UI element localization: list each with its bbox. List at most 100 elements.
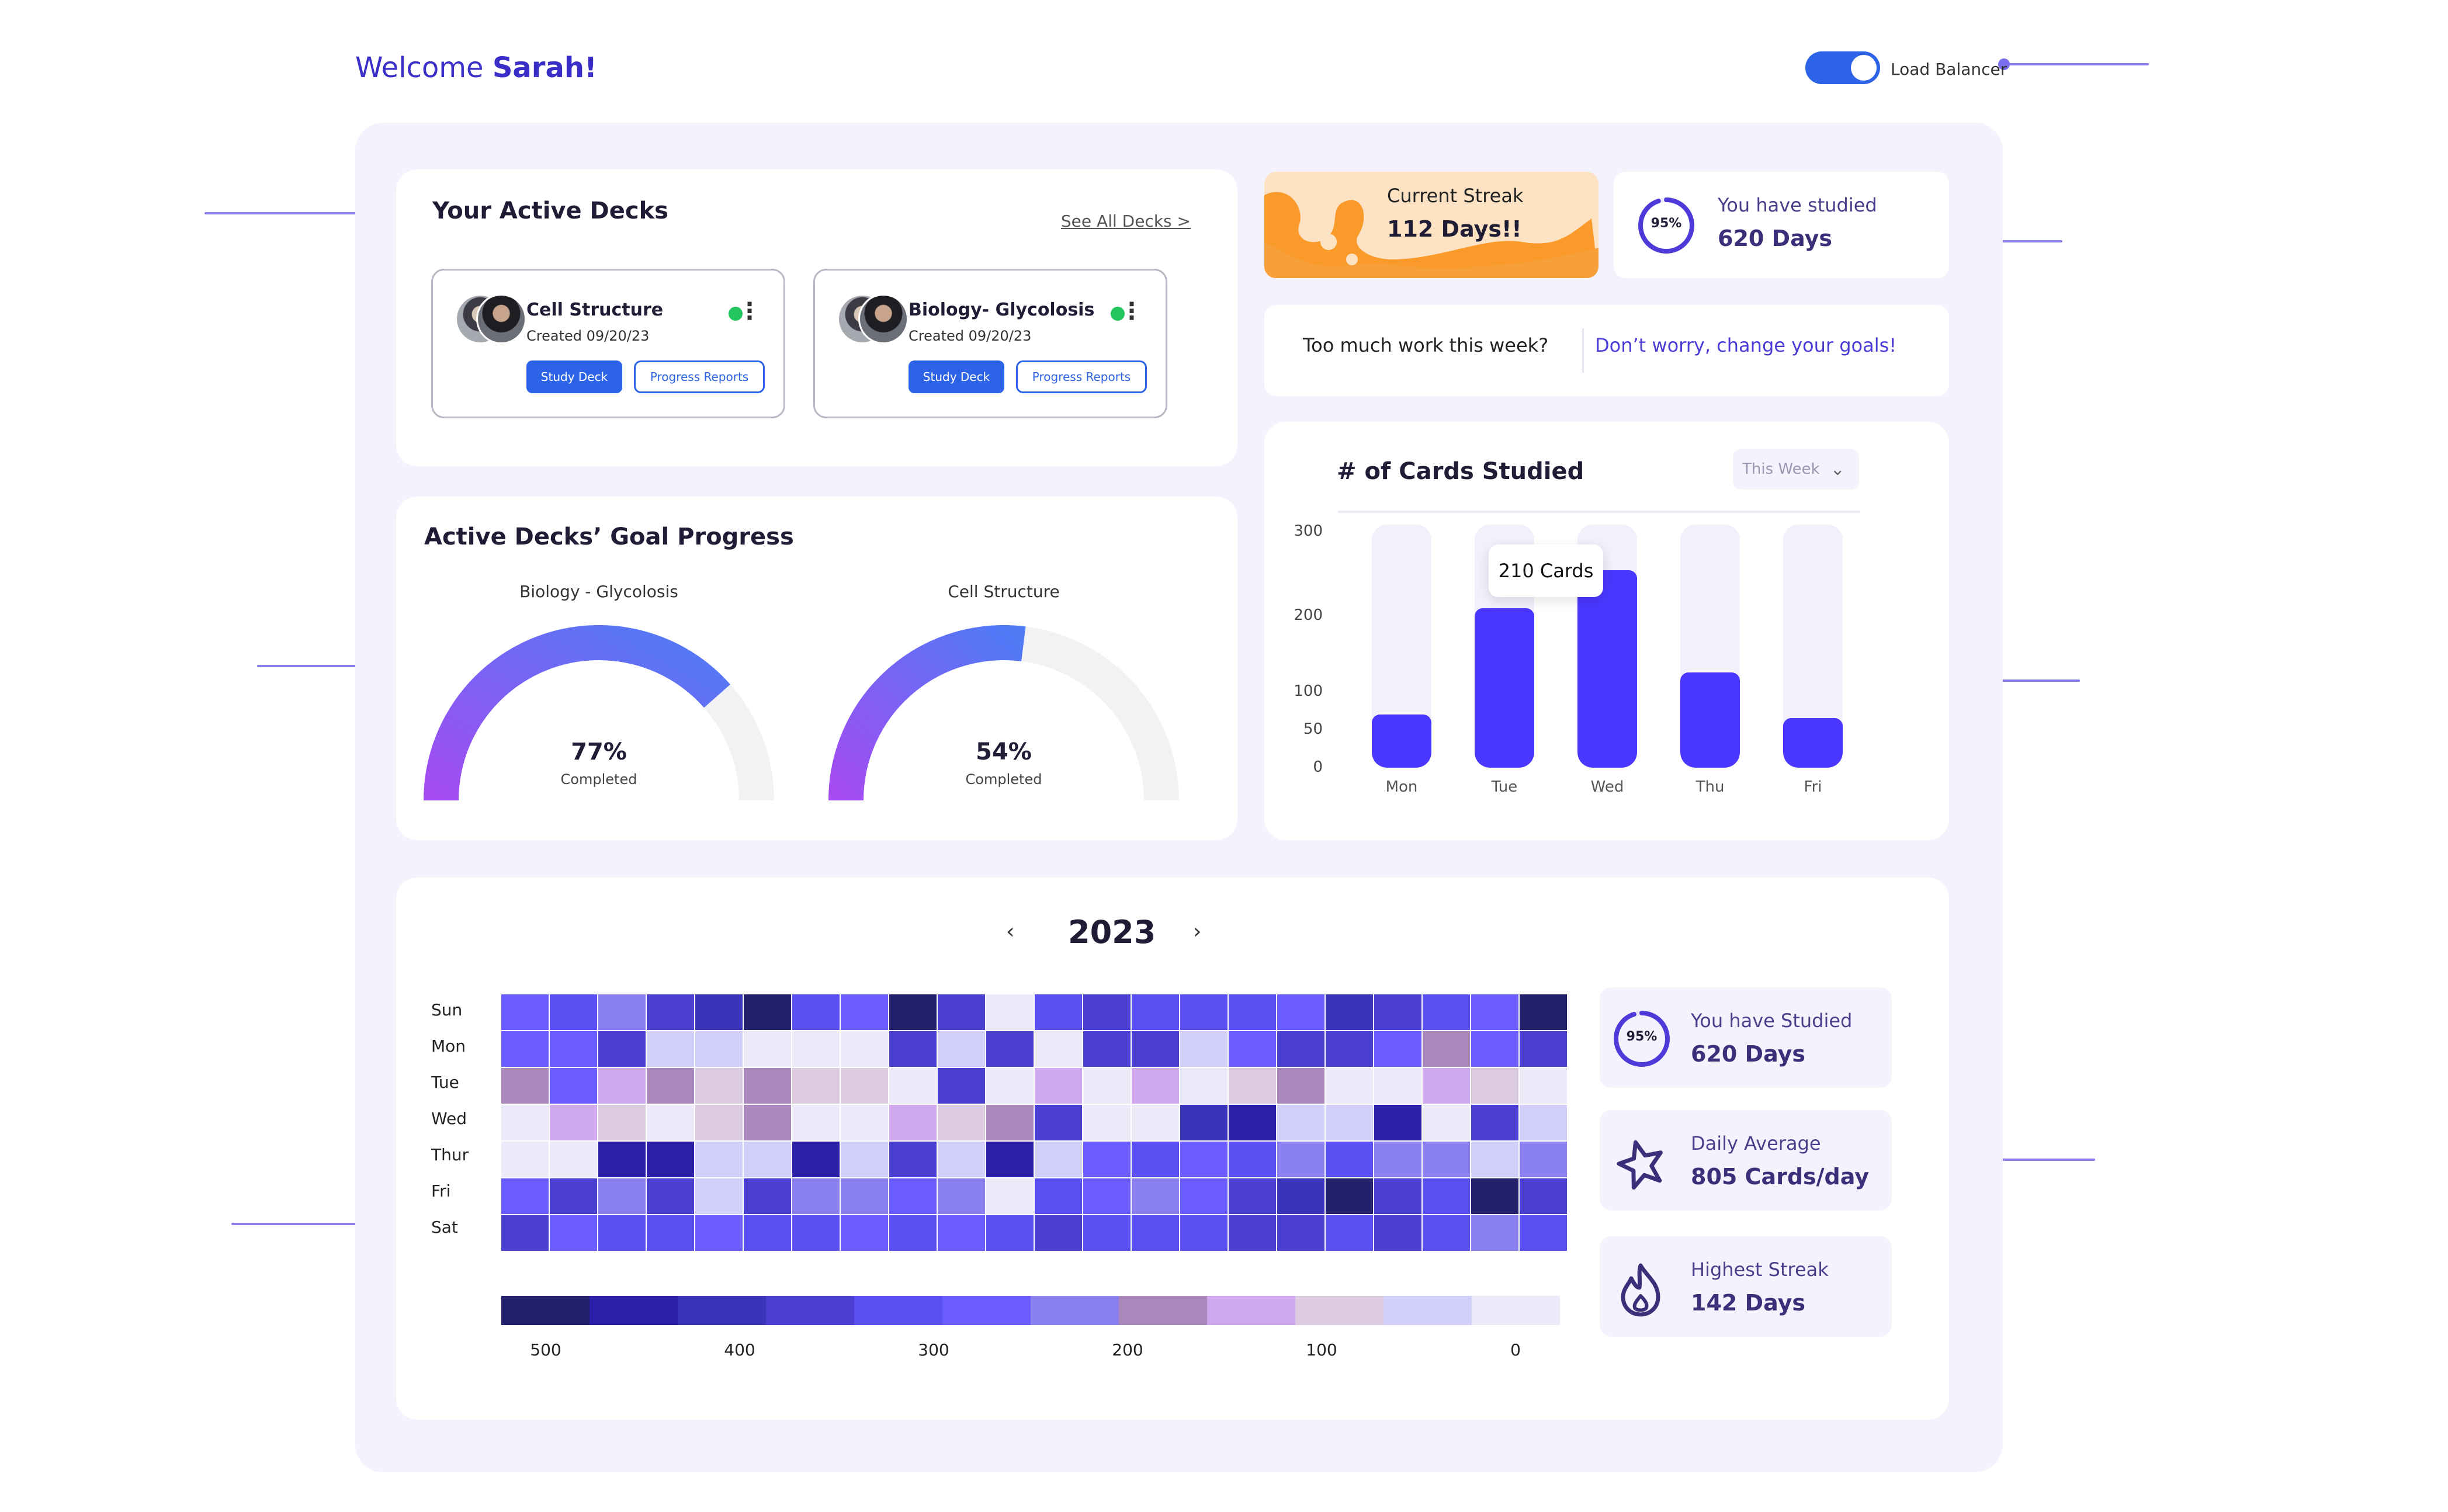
next-year-button[interactable]: › (1193, 920, 1202, 944)
heatmap-cell[interactable] (1083, 1031, 1131, 1067)
heatmap-cell[interactable] (1277, 1068, 1324, 1104)
heatmap-cell[interactable] (1423, 1068, 1470, 1104)
heatmap-cell[interactable] (744, 1142, 791, 1177)
heatmap-cell[interactable] (1180, 1215, 1228, 1251)
heatmap-cell[interactable] (1374, 1178, 1421, 1214)
heatmap-cell[interactable] (792, 1215, 840, 1251)
heatmap-cell[interactable] (501, 1142, 549, 1177)
heatmap-cell[interactable] (647, 1142, 694, 1177)
heatmap-cell[interactable] (1326, 1068, 1373, 1104)
heatmap-cell[interactable] (550, 994, 597, 1030)
heatmap-cell[interactable] (501, 1105, 549, 1140)
heatmap-cell[interactable] (695, 994, 743, 1030)
heatmap-cell[interactable] (841, 1215, 888, 1251)
heatmap-cell[interactable] (841, 1178, 888, 1214)
change-goals-link[interactable]: Don’t worry, change your goals! (1595, 334, 1897, 356)
heatmap-cell[interactable] (598, 1215, 646, 1251)
heatmap-cell[interactable] (889, 1068, 937, 1104)
heatmap-cell[interactable] (1423, 1215, 1470, 1251)
heatmap-cell[interactable] (1229, 1031, 1276, 1067)
deck-card-cell-structure[interactable]: Cell Structure Created 09/20/23 ⋮ Study … (431, 269, 785, 418)
heatmap-cell[interactable] (598, 1178, 646, 1214)
heatmap-cell[interactable] (792, 1178, 840, 1214)
heatmap-cell[interactable] (1374, 994, 1421, 1030)
heatmap-cell[interactable] (1471, 1142, 1518, 1177)
heatmap-cell[interactable] (1083, 994, 1131, 1030)
heatmap-cell[interactable] (550, 1178, 597, 1214)
heatmap-cell[interactable] (1326, 1178, 1373, 1214)
heatmap-cell[interactable] (1423, 1031, 1470, 1067)
heatmap-cell[interactable] (550, 1142, 597, 1177)
see-all-decks-link[interactable]: See All Decks > (1060, 211, 1191, 231)
heatmap-cell[interactable] (841, 994, 888, 1030)
heatmap-cell[interactable] (1180, 1142, 1228, 1177)
more-options-icon[interactable]: ⋮ (1120, 298, 1143, 325)
heatmap-cell[interactable] (1277, 994, 1324, 1030)
heatmap-cell[interactable] (841, 1068, 888, 1104)
heatmap-cell[interactable] (550, 1105, 597, 1140)
heatmap-cell[interactable] (647, 1215, 694, 1251)
heatmap-cell[interactable] (986, 1142, 1034, 1177)
heatmap-cell[interactable] (1471, 1178, 1518, 1214)
heatmap-cell[interactable] (1229, 1068, 1276, 1104)
heatmap-cell[interactable] (598, 1105, 646, 1140)
heatmap-cell[interactable] (938, 1068, 985, 1104)
heatmap-cell[interactable] (1229, 1215, 1276, 1251)
heatmap-cell[interactable] (1132, 1142, 1179, 1177)
heatmap-cell[interactable] (1132, 1105, 1179, 1140)
heatmap-cell[interactable] (501, 994, 549, 1030)
heatmap-cell[interactable] (1277, 1178, 1324, 1214)
heatmap-cell[interactable] (550, 1031, 597, 1067)
heatmap-cell[interactable] (1035, 1105, 1082, 1140)
heatmap-cell[interactable] (1180, 1105, 1228, 1140)
heatmap-cell[interactable] (792, 1031, 840, 1067)
heatmap-cell[interactable] (1229, 994, 1276, 1030)
heatmap-cell[interactable] (647, 1178, 694, 1214)
heatmap-cell[interactable] (598, 1068, 646, 1104)
heatmap-cell[interactable] (1520, 994, 1567, 1030)
heatmap-cell[interactable] (744, 994, 791, 1030)
heatmap-cell[interactable] (1520, 1142, 1567, 1177)
heatmap-cell[interactable] (1083, 1178, 1131, 1214)
week-dropdown[interactable]: This Week ⌄ (1733, 449, 1859, 490)
heatmap-cell[interactable] (550, 1068, 597, 1104)
heatmap-cell[interactable] (986, 1031, 1034, 1067)
heatmap-cell[interactable] (1229, 1142, 1276, 1177)
heatmap-cell[interactable] (1132, 1178, 1179, 1214)
heatmap-cell[interactable] (1229, 1105, 1276, 1140)
heatmap-cell[interactable] (1083, 1068, 1131, 1104)
heatmap-cell[interactable] (550, 1215, 597, 1251)
heatmap-cell[interactable] (695, 1031, 743, 1067)
heatmap-cell[interactable] (986, 1068, 1034, 1104)
heatmap-cell[interactable] (1326, 1215, 1373, 1251)
heatmap-cell[interactable] (1277, 1215, 1324, 1251)
heatmap-cell[interactable] (1326, 1142, 1373, 1177)
heatmap-cell[interactable] (841, 1031, 888, 1067)
heatmap-cell[interactable] (1035, 1031, 1082, 1067)
heatmap-cell[interactable] (1180, 1068, 1228, 1104)
study-deck-button[interactable]: Study Deck (909, 360, 1004, 393)
study-deck-button[interactable]: Study Deck (526, 360, 622, 393)
bar-mon[interactable] (1372, 715, 1431, 768)
heatmap-cell[interactable] (1423, 994, 1470, 1030)
heatmap-cell[interactable] (1132, 1068, 1179, 1104)
heatmap-cell[interactable] (1374, 1068, 1421, 1104)
heatmap-cell[interactable] (1520, 1068, 1567, 1104)
heatmap-cell[interactable] (1471, 994, 1518, 1030)
heatmap-cell[interactable] (1277, 1142, 1324, 1177)
heatmap-cell[interactable] (1277, 1105, 1324, 1140)
heatmap-cell[interactable] (744, 1105, 791, 1140)
heatmap-cell[interactable] (647, 994, 694, 1030)
heatmap-cell[interactable] (695, 1105, 743, 1140)
heatmap-cell[interactable] (792, 1142, 840, 1177)
heatmap-cell[interactable] (889, 994, 937, 1030)
load-balancer-toggle[interactable] (1805, 51, 1880, 84)
heatmap-cell[interactable] (1520, 1215, 1567, 1251)
heatmap-cell[interactable] (647, 1031, 694, 1067)
heatmap-cell[interactable] (889, 1105, 937, 1140)
heatmap-cell[interactable] (1471, 1068, 1518, 1104)
heatmap-cell[interactable] (1471, 1105, 1518, 1140)
heatmap-cell[interactable] (501, 1068, 549, 1104)
heatmap-cell[interactable] (695, 1142, 743, 1177)
heatmap-cell[interactable] (889, 1215, 937, 1251)
